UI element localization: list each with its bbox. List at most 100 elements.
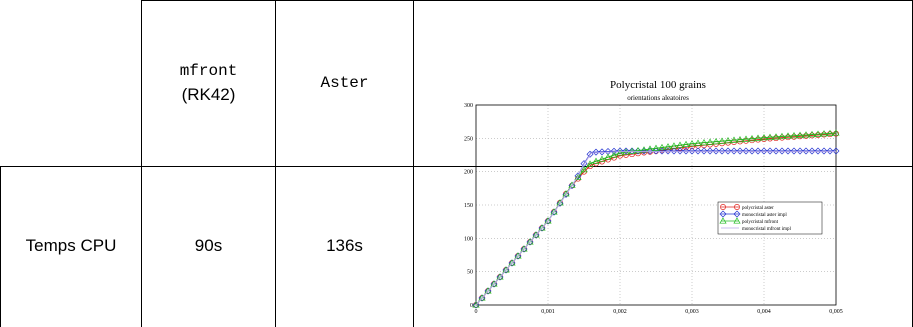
series-2-marker-48 — [760, 133, 768, 141]
y-tick-label-4: 200 — [464, 170, 473, 176]
series-2-marker-37 — [694, 139, 702, 146]
series-2-marker-55 — [802, 131, 810, 138]
series-2-marker-34 — [676, 141, 684, 148]
row-label-temps-cpu: Temps CPU — [25, 236, 117, 255]
series-2-marker-56 — [808, 130, 816, 138]
series-1-marker-40 — [712, 147, 720, 155]
series-1-marker-16 — [568, 181, 576, 189]
series-2-marker-1 — [478, 294, 486, 301]
series-2-marker-46 — [748, 134, 756, 142]
legend-marker-0-b — [734, 204, 740, 210]
series-1-marker-44 — [736, 147, 744, 155]
series-2-marker-57 — [814, 130, 822, 137]
series-1-marker-43 — [730, 147, 738, 155]
series-2-marker-42 — [724, 136, 732, 144]
table-line-v2 — [275, 0, 276, 327]
series-1-marker-39 — [706, 147, 714, 155]
value-aster-time: 136s — [326, 236, 363, 255]
header-mfront-algorithm: (RK42) — [181, 85, 236, 104]
series-0-marker-59 — [827, 131, 833, 138]
series-1-marker-25 — [622, 147, 630, 155]
table-line-v3 — [413, 0, 414, 327]
series-1-marker-32 — [664, 147, 672, 155]
series-2-marker-43 — [730, 136, 738, 143]
series-1-marker-54 — [796, 147, 804, 155]
series-2-marker-45 — [742, 135, 750, 142]
series-2-marker-50 — [772, 133, 780, 140]
series-2-marker-53 — [790, 132, 798, 139]
series-1-marker-42 — [724, 147, 732, 155]
series-2-marker-47 — [754, 134, 762, 141]
legend-marker-1-a — [719, 210, 727, 218]
series-2-marker-13 — [550, 208, 558, 215]
series-1-marker-20 — [592, 148, 600, 156]
chart-series — [472, 129, 840, 309]
legend-label-0: polycristal aster — [742, 206, 774, 211]
series-2-marker-40 — [712, 137, 720, 145]
series-1-marker-37 — [694, 147, 702, 155]
series-1-marker-8 — [520, 245, 528, 253]
series-1-marker-14 — [556, 199, 564, 207]
series-2-marker-44 — [736, 135, 744, 143]
series-line-3 — [475, 151, 836, 306]
series-2-marker-51 — [778, 132, 786, 140]
series-2-marker-23 — [610, 151, 618, 158]
table-line-middle — [0, 166, 913, 167]
series-2-marker-4 — [496, 273, 504, 280]
series-2-marker-24 — [616, 149, 624, 156]
series-1-marker-15 — [562, 190, 570, 198]
chart-ticks: 0 0,001 0,002 0,003 0,004 0,005 0 50 100 150 200 25… — [464, 103, 843, 315]
series-2-marker-5 — [502, 266, 510, 273]
plot-frame — [475, 104, 837, 306]
table-line-top — [141, 0, 913, 1]
series-1-marker-24 — [616, 147, 624, 155]
series-1-marker-47 — [754, 147, 762, 155]
series-1-marker-36 — [688, 147, 696, 155]
y-tick-label-6: 300 — [464, 103, 473, 109]
series-1-marker-21 — [598, 148, 606, 156]
series-2-marker-6 — [508, 259, 516, 266]
y-tick-label-0: 0 — [470, 303, 473, 309]
series-1-marker-51 — [778, 147, 786, 155]
series-2-marker-8 — [520, 245, 528, 252]
header-mfront: mfront (RK42) — [142, 60, 275, 106]
series-2-marker-39 — [706, 138, 714, 145]
chart-legend: polycristal aster monocristal aster impl p… — [717, 201, 823, 235]
series-1-marker-58 — [820, 147, 828, 155]
series-1-marker-5 — [502, 266, 510, 274]
series-2-marker-16 — [568, 181, 576, 188]
legend-marker-1-b — [733, 210, 741, 218]
series-1-marker-60 — [832, 147, 840, 155]
series-1-marker-55 — [802, 147, 810, 155]
polycristal-chart: Polycristal 100 grains orientations alea… — [464, 79, 843, 315]
series-1-marker-2 — [484, 287, 492, 295]
header-mfront-name: mfront — [179, 62, 238, 80]
y-tick-label-3: 150 — [464, 203, 473, 209]
series-1-marker-23 — [610, 147, 618, 155]
series-1-marker-10 — [532, 231, 540, 239]
series-1-marker-46 — [748, 147, 756, 155]
series-2-marker-7 — [514, 252, 522, 259]
series-1-marker-59 — [826, 147, 834, 155]
series-2-marker-11 — [538, 224, 546, 231]
series-1-marker-9 — [526, 238, 534, 246]
legend-marker-2-b — [733, 217, 741, 224]
series-2-marker-3 — [490, 280, 498, 287]
series-2-marker-20 — [592, 157, 600, 164]
series-1-marker-38 — [700, 147, 708, 155]
x-tick-label-3: 0,003 — [685, 309, 699, 315]
series-2-marker-36 — [688, 139, 696, 147]
series-2-marker-22 — [604, 153, 612, 160]
series-1-marker-7 — [514, 252, 522, 260]
chart-subtitle: orientations aleatoires — [627, 94, 689, 102]
series-2-marker-32 — [664, 143, 672, 150]
series-2-marker-59 — [826, 129, 834, 136]
series-1-marker-12 — [544, 217, 552, 225]
x-tick-label-1: 0,001 — [541, 309, 555, 315]
series-1-marker-48 — [760, 147, 768, 155]
legend-label-1: monocristal aster impl — [742, 213, 787, 218]
series-2-marker-14 — [556, 199, 564, 206]
series-1-marker-26 — [628, 147, 636, 155]
legend-marker-0-a — [720, 204, 726, 210]
series-2-marker-38 — [700, 138, 708, 146]
